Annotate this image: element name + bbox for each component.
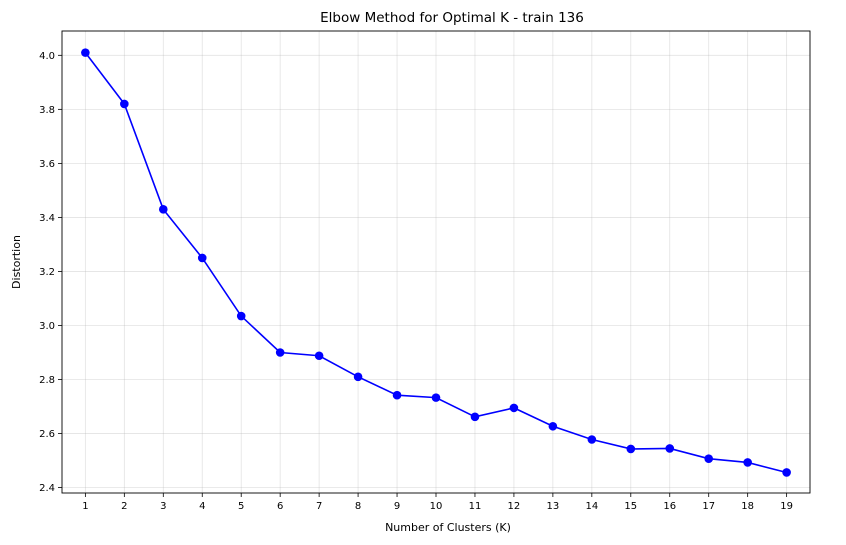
x-tick-label: 2 — [121, 501, 127, 512]
data-point — [431, 393, 441, 402]
data-point — [743, 458, 752, 467]
x-axis-ticks: 1 2 3 4 5 6 7 8 9 10 11 12 13 14 15 16 17 18 19 — [82, 493, 793, 512]
data-point — [120, 99, 129, 109]
x-tick-label: 19 — [780, 501, 793, 512]
data-point — [197, 253, 207, 263]
y-tick-label: 3.6 — [39, 159, 55, 170]
data-point — [509, 403, 519, 413]
data-point — [665, 444, 675, 453]
data-point — [548, 421, 558, 431]
data-point — [392, 390, 402, 400]
x-axis-label: Number of Clusters (K) — [385, 521, 511, 534]
series-distortion — [81, 48, 791, 477]
data-point — [236, 311, 246, 321]
x-tick-label: 6 — [277, 501, 283, 512]
data-point — [470, 412, 480, 422]
y-tick-label: 2.4 — [39, 483, 55, 494]
y-tick-label: 4.0 — [39, 51, 55, 62]
x-tick-label: 5 — [238, 501, 244, 512]
y-tick-label: 2.8 — [39, 375, 55, 386]
y-tick-label: 3.2 — [39, 267, 55, 278]
x-tick-label: 1 — [82, 501, 88, 512]
y-axis-ticks: 2.4 2.6 2.8 3.0 3.2 3.4 3.6 3.8 4.0 — [39, 51, 62, 494]
y-tick-label: 2.6 — [39, 429, 55, 440]
x-tick-label: 9 — [394, 501, 400, 512]
data-point — [275, 348, 285, 357]
x-tick-label: 17 — [702, 501, 715, 512]
data-point — [782, 468, 791, 477]
y-tick-label: 3.0 — [39, 321, 55, 332]
data-point — [587, 435, 597, 444]
y-tick-label: 3.4 — [39, 213, 55, 224]
data-point — [158, 205, 168, 214]
data-point — [626, 444, 636, 454]
data-point — [81, 48, 90, 57]
data-point — [353, 372, 363, 382]
x-tick-label: 4 — [199, 501, 205, 512]
x-tick-label: 15 — [624, 501, 637, 512]
y-tick-label: 3.8 — [39, 105, 55, 116]
x-tick-label: 7 — [316, 501, 322, 512]
x-tick-label: 12 — [508, 501, 521, 512]
x-tick-label: 8 — [355, 501, 361, 512]
x-tick-label: 13 — [547, 501, 560, 512]
data-point — [704, 454, 714, 463]
x-tick-label: 3 — [160, 501, 166, 512]
x-tick-label: 10 — [430, 501, 443, 512]
x-tick-label: 14 — [585, 501, 598, 512]
grid-lines — [62, 31, 810, 493]
x-tick-label: 16 — [663, 501, 676, 512]
data-point — [314, 351, 324, 361]
x-tick-label: 11 — [469, 501, 482, 512]
x-tick-label: 18 — [741, 501, 754, 512]
y-axis-label: Distortion — [10, 235, 23, 289]
chart-title: Elbow Method for Optimal K - train 136 — [320, 10, 584, 26]
